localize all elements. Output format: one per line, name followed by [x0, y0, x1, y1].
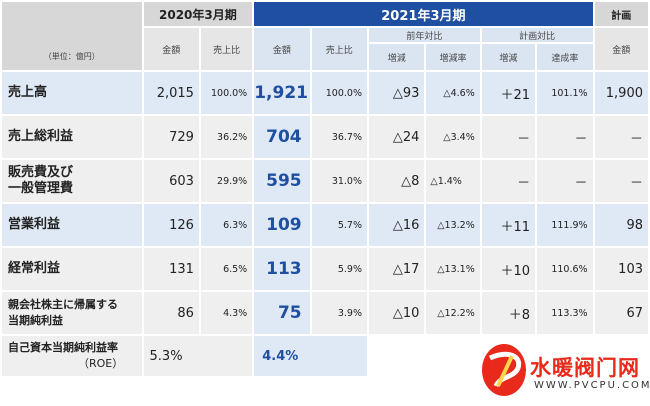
- plan-change: －: [481, 160, 536, 202]
- ratio-2021: 100.0%: [311, 72, 367, 114]
- plan-amount: 67: [594, 292, 648, 334]
- col-yoy-change: 増減: [369, 44, 425, 70]
- yoy-rate: △3.4%: [426, 116, 480, 158]
- col-ratio-2020: 売上比: [200, 28, 253, 70]
- ratio-2021: 36.7%: [311, 116, 367, 158]
- yoy-change: △16: [369, 204, 425, 246]
- row-label: 売上総利益: [2, 116, 142, 158]
- amount-2020: 729: [143, 116, 199, 158]
- pv-logo-icon: [482, 344, 526, 396]
- amount-2021: 704: [254, 116, 310, 158]
- header-plan: 計画: [594, 2, 648, 26]
- watermark-text: 水暖阀门网: [530, 356, 640, 380]
- amount-2021: 113: [254, 248, 310, 290]
- amount-2021: 109: [254, 204, 310, 246]
- row-label: 販売費及び 一般管理費: [2, 160, 142, 202]
- plan-achievement: 110.6%: [537, 248, 593, 290]
- amount-2020: 126: [143, 204, 199, 246]
- amount-2020: 131: [143, 248, 199, 290]
- amount-2020: 603: [143, 160, 199, 202]
- yoy-rate: △13.2%: [426, 204, 480, 246]
- plan-amount: －: [594, 116, 648, 158]
- header-fy2021: 2021年3月期: [254, 2, 593, 26]
- yoy-rate: △4.6%: [426, 72, 480, 114]
- amount-2021: 75: [254, 292, 310, 334]
- plan-achievement: 101.1%: [537, 72, 593, 114]
- plan-amount: 103: [594, 248, 648, 290]
- ratio-2020: 36.2%: [200, 116, 253, 158]
- yoy-rate: △12.2%: [426, 292, 480, 334]
- plan-achievement: －: [537, 160, 593, 202]
- yoy-change: △93: [369, 72, 425, 114]
- yoy-change: △10: [369, 292, 425, 334]
- plan-change: ＋10: [481, 248, 536, 290]
- plan-change: ＋8: [481, 292, 536, 334]
- watermark-url: WWW.PVCPU.COM: [534, 380, 650, 391]
- row-label: 営業利益: [2, 204, 142, 246]
- header-vs-plan: 計画対比: [481, 28, 593, 42]
- ratio-2020: 6.3%: [200, 204, 253, 246]
- plan-achievement: －: [537, 116, 593, 158]
- roe-2021: 4.4%: [254, 336, 367, 376]
- roe-2020: 5.3%: [143, 336, 253, 376]
- amount-2020: 86: [143, 292, 199, 334]
- table-row: 親会社株主に帰属する 当期純利益 86 4.3% 75 3.9% △10 △12.…: [2, 292, 648, 334]
- col-ratio-2021: 売上比: [311, 28, 367, 70]
- roe-row: 自己資本当期純利益率 （ROE） 5.3% 4.4%: [2, 336, 648, 376]
- financial-summary-table: （単位：億円） 2020年3月期 2021年3月期 計画 金額 売上比 金額 売…: [2, 2, 648, 376]
- amount-2021: 1,921: [254, 72, 310, 114]
- col-plan-achievement: 達成率: [537, 44, 593, 70]
- ratio-2020: 29.9%: [200, 160, 253, 202]
- col-plan-change: 増減: [481, 44, 536, 70]
- col-yoy-rate: 増減率: [426, 44, 480, 70]
- plan-achievement: 111.9%: [537, 204, 593, 246]
- ratio-2020: 4.3%: [200, 292, 253, 334]
- ratio-2021: 5.7%: [311, 204, 367, 246]
- ratio-2020: 6.5%: [200, 248, 253, 290]
- row-label: 経常利益: [2, 248, 142, 290]
- amount-2020: 2,015: [143, 72, 199, 114]
- yoy-rate: △1.4%: [426, 160, 480, 202]
- unit-label: （単位：億円）: [2, 2, 142, 70]
- yoy-change: △17: [369, 248, 425, 290]
- yoy-change: △24: [369, 116, 425, 158]
- watermark-logo: 水暖阀门网 WWW.PVCPU.COM: [478, 338, 650, 402]
- plan-amount: 98: [594, 204, 648, 246]
- plan-change: －: [481, 116, 536, 158]
- yoy-rate: △13.1%: [426, 248, 480, 290]
- plan-change: ＋21: [481, 72, 536, 114]
- ratio-2021: 31.0%: [311, 160, 367, 202]
- amount-2021: 595: [254, 160, 310, 202]
- plan-change: ＋11: [481, 204, 536, 246]
- table-row: 営業利益 126 6.3% 109 5.7% △16 △13.2% ＋11 11…: [2, 204, 648, 246]
- plan-amount: 1,900: [594, 72, 648, 114]
- table-row: 経常利益 131 6.5% 113 5.9% △17 △13.1% ＋10 11…: [2, 248, 648, 290]
- row-label: 親会社株主に帰属する 当期純利益: [2, 292, 142, 334]
- table-row: 売上総利益 729 36.2% 704 36.7% △24 △3.4% － － …: [2, 116, 648, 158]
- roe-label: 自己資本当期純利益率 （ROE）: [2, 336, 142, 376]
- row-label: 売上高: [2, 72, 142, 114]
- plan-achievement: 113.3%: [537, 292, 593, 334]
- ratio-2020: 100.0%: [200, 72, 253, 114]
- table-row: 販売費及び 一般管理費 603 29.9% 595 31.0% △8 △1.4% …: [2, 160, 648, 202]
- table-row: 売上高 2,015 100.0% 1,921 100.0% △93 △4.6% …: [2, 72, 648, 114]
- col-amount-2021: 金額: [254, 28, 310, 70]
- ratio-2021: 5.9%: [311, 248, 367, 290]
- ratio-2021: 3.9%: [311, 292, 367, 334]
- col-amount-2020: 金額: [143, 28, 199, 70]
- header-yoy: 前年対比: [369, 28, 480, 42]
- plan-amount: －: [594, 160, 648, 202]
- col-plan-amount: 金額: [594, 28, 648, 70]
- yoy-change: △8: [369, 160, 425, 202]
- header-fy2020: 2020年3月期: [143, 2, 253, 26]
